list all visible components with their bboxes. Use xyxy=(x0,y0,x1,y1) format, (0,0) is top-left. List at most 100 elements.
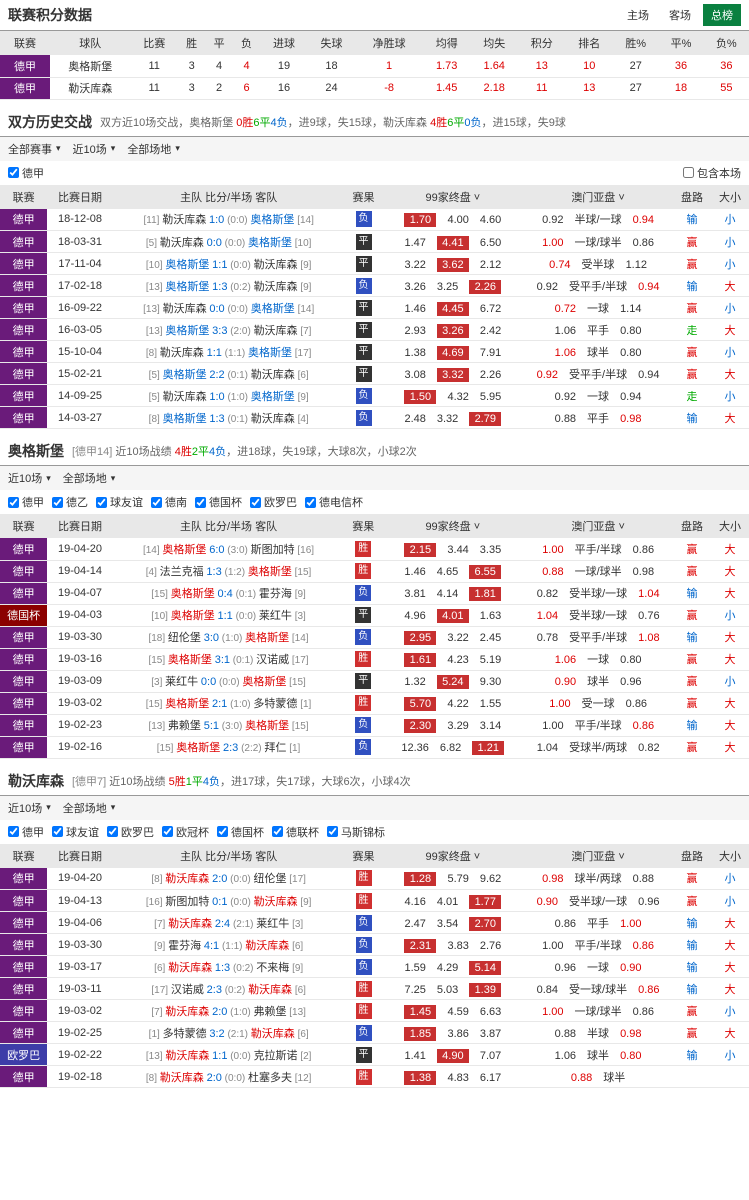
chk-competition[interactable]: 德国杯 xyxy=(217,824,264,840)
handicap-result: 赢 xyxy=(673,1022,711,1044)
filter-count[interactable]: 近10场 xyxy=(73,141,116,157)
filter-venue-b[interactable]: 全部场地 xyxy=(63,800,116,816)
chk-competition[interactable]: 欧罗巴 xyxy=(250,494,297,510)
match-teams[interactable]: [9] 霍芬海 4:1 (1:1) 勒沃库森 [6] xyxy=(113,934,345,956)
ou-result: 小 xyxy=(711,604,749,626)
col-header[interactable]: 澳门亚盘 ˅ xyxy=(523,185,673,209)
chk-competition[interactable]: 德甲 xyxy=(8,494,44,510)
chk-competition[interactable]: 德联杯 xyxy=(272,824,319,840)
match-teams[interactable]: [11] 勒沃库森 1:0 (0:0) 奥格斯堡 [14] xyxy=(113,209,345,231)
filter-venue[interactable]: 全部场地 xyxy=(127,141,180,157)
standings-section: 联赛积分数据 主场 客场 总榜 联赛球队比赛胜平负进球失球净胜球均得均失积分排名… xyxy=(0,0,749,100)
match-teams[interactable]: [13] 奥格斯堡 3:3 (2:0) 勒沃库森 [7] xyxy=(113,319,345,341)
result-badge: 胜 xyxy=(345,868,383,890)
chk-competition[interactable]: 德乙 xyxy=(52,494,88,510)
odds-99: 2.30 3.29 3.14 xyxy=(382,714,523,736)
handicap-result: 赢 xyxy=(673,890,711,912)
result-badge: 胜 xyxy=(345,890,383,912)
filter-venue-a[interactable]: 全部场地 xyxy=(63,470,116,486)
standings-table: 联赛球队比赛胜平负进球失球净胜球均得均失积分排名胜%平%负% 德甲 奥格斯堡 1… xyxy=(0,31,749,100)
match-teams[interactable]: [4] 法兰克福 1:3 (1:2) 奥格斯堡 [15] xyxy=(113,560,344,582)
match-teams[interactable]: [6] 勒沃库森 1:3 (0:2) 不来梅 [9] xyxy=(113,956,345,978)
odds-macau: 1.00 一球/球半 0.86 xyxy=(523,231,673,253)
match-teams[interactable]: [5] 勒沃库森 1:0 (1:0) 奥格斯堡 [9] xyxy=(113,385,345,407)
filter-count-a[interactable]: 近10场 xyxy=(8,470,51,486)
match-teams[interactable]: [8] 勒沃库森 2:0 (0:0) 杜塞多夫 [12] xyxy=(113,1066,345,1088)
match-teams[interactable]: [18] 纽伦堡 3:0 (1:0) 奥格斯堡 [14] xyxy=(113,626,344,648)
match-teams[interactable]: [17] 汉诺威 2:3 (0:2) 勒沃库森 [6] xyxy=(113,978,345,1000)
chk-competition[interactable]: 马斯锦标 xyxy=(327,824,385,840)
chk-league[interactable]: 德甲 xyxy=(8,165,44,181)
match-teams[interactable]: [3] 莱红牛 0:0 (0:0) 奥格斯堡 [15] xyxy=(113,670,344,692)
match-teams[interactable]: [1] 多特蒙德 3:2 (2:1) 勒沃库森 [6] xyxy=(113,1022,345,1044)
chk-competition[interactable]: 德甲 xyxy=(8,824,44,840)
col-header[interactable]: 澳门亚盘 ˅ xyxy=(523,844,673,868)
match-teams[interactable]: [5] 勒沃库森 0:0 (0:0) 奥格斯堡 [10] xyxy=(113,231,345,253)
odds-99: 2.31 3.83 2.76 xyxy=(383,934,524,956)
match-teams[interactable]: [8] 勒沃库森 2:0 (0:0) 纽伦堡 [17] xyxy=(113,868,345,890)
h2h-filters: 全部赛事 近10场 全部场地 xyxy=(0,137,749,161)
col-header[interactable]: 99家终盘 ˅ xyxy=(382,514,523,538)
match-teams[interactable]: [8] 勒沃库森 1:1 (1:1) 奥格斯堡 [17] xyxy=(113,341,345,363)
chk-competition[interactable]: 球友谊 xyxy=(52,824,99,840)
team-name[interactable]: 奥格斯堡 xyxy=(50,55,130,77)
match-teams[interactable]: [7] 勒沃库森 2:4 (2:1) 莱红牛 [3] xyxy=(113,912,345,934)
match-teams[interactable]: [13] 奥格斯堡 1:3 (0:2) 勒沃库森 [9] xyxy=(113,275,345,297)
tab-home[interactable]: 主场 xyxy=(619,4,657,26)
match-date: 17-02-18 xyxy=(47,275,113,297)
match-row: 德甲 19-03-11 [17] 汉诺威 2:3 (0:2) 勒沃库森 [6] … xyxy=(0,978,749,1000)
match-teams[interactable]: [10] 奥格斯堡 1:1 (0:0) 莱红牛 [3] xyxy=(113,604,344,626)
result-badge: 平 xyxy=(345,341,383,363)
chk-competition[interactable]: 德电信杯 xyxy=(305,494,363,510)
col-header[interactable]: 99家终盘 ˅ xyxy=(383,844,524,868)
league-cell: 德甲 xyxy=(0,736,47,758)
chk-include-current[interactable]: 包含本场 xyxy=(683,165,741,181)
chk-competition[interactable]: 欧罗巴 xyxy=(107,824,154,840)
match-teams[interactable]: [15] 奥格斯堡 2:1 (1:0) 多特蒙德 [1] xyxy=(113,692,344,714)
handicap-result: 赢 xyxy=(673,670,711,692)
chk-competition[interactable]: 欧冠杯 xyxy=(162,824,209,840)
match-row: 德甲 19-04-06 [7] 勒沃库森 2:4 (2:1) 莱红牛 [3] 负… xyxy=(0,912,749,934)
result-badge: 平 xyxy=(345,319,383,341)
odds-macau: 0.88 平手 0.98 xyxy=(523,407,673,429)
ou-result: 大 xyxy=(711,538,749,560)
match-teams[interactable]: [5] 奥格斯堡 2:2 (0:1) 勒沃库森 [6] xyxy=(113,363,345,385)
team-name[interactable]: 勒沃库森 xyxy=(50,77,130,99)
match-teams[interactable]: [13] 勒沃库森 0:0 (0:0) 奥格斯堡 [14] xyxy=(113,297,345,319)
filter-count-b[interactable]: 近10场 xyxy=(8,800,51,816)
ou-result: 小 xyxy=(711,1000,749,1022)
match-row: 德甲 16-03-05 [13] 奥格斯堡 3:3 (2:0) 勒沃库森 [7]… xyxy=(0,319,749,341)
match-teams[interactable]: [15] 奥格斯堡 0:4 (0:1) 霍芬海 [9] xyxy=(113,582,344,604)
match-teams[interactable]: [7] 勒沃库森 2:0 (1:0) 弗赖堡 [13] xyxy=(113,1000,345,1022)
chk-competition[interactable]: 球友谊 xyxy=(96,494,143,510)
match-row: 德甲 17-02-18 [13] 奥格斯堡 1:3 (0:2) 勒沃库森 [9]… xyxy=(0,275,749,297)
match-teams[interactable]: [16] 斯图加特 0:1 (0:0) 勒沃库森 [9] xyxy=(113,890,345,912)
handicap-result: 输 xyxy=(673,582,711,604)
chk-competition[interactable]: 德南 xyxy=(151,494,187,510)
tab-total[interactable]: 总榜 xyxy=(703,4,741,26)
match-teams[interactable]: [10] 奥格斯堡 1:1 (0:0) 勒沃库森 [9] xyxy=(113,253,345,275)
match-teams[interactable]: [8] 奥格斯堡 1:3 (0:1) 勒沃库森 [4] xyxy=(113,407,345,429)
match-teams[interactable]: [15] 奥格斯堡 3:1 (0:1) 汉诺威 [17] xyxy=(113,648,344,670)
odds-99: 1.28 5.79 9.62 xyxy=(383,868,524,890)
match-date: 19-04-13 xyxy=(47,890,113,912)
result-badge: 平 xyxy=(344,670,382,692)
odds-99: 2.48 3.32 2.79 xyxy=(383,407,524,429)
col-header[interactable]: 澳门亚盘 ˅ xyxy=(523,514,673,538)
col-header[interactable]: 99家终盘 ˅ xyxy=(383,185,524,209)
match-teams[interactable]: [13] 勒沃库森 1:1 (0:0) 克拉斯诺 [2] xyxy=(113,1044,345,1066)
chk-competition[interactable]: 德国杯 xyxy=(195,494,242,510)
league-cell: 德甲 xyxy=(0,319,47,341)
filter-competition[interactable]: 全部赛事 xyxy=(8,141,61,157)
tab-away[interactable]: 客场 xyxy=(661,4,699,26)
handicap-result: 赢 xyxy=(673,253,711,275)
odds-macau: 1.00 平手/半球 0.86 xyxy=(523,538,673,560)
match-row: 德甲 19-04-20 [14] 奥格斯堡 6:0 (3:0) 斯图加特 [16… xyxy=(0,538,749,560)
team-a-title: 奥格斯堡 xyxy=(8,441,64,461)
match-teams[interactable]: [15] 奥格斯堡 2:3 (2:2) 拜仁 [1] xyxy=(113,736,344,758)
match-teams[interactable]: [14] 奥格斯堡 6:0 (3:0) 斯图加特 [16] xyxy=(113,538,344,560)
odds-99: 1.45 4.59 6.63 xyxy=(383,1000,524,1022)
match-teams[interactable]: [13] 弗赖堡 5:1 (3:0) 奥格斯堡 [15] xyxy=(113,714,344,736)
match-date: 19-03-02 xyxy=(47,1000,113,1022)
league-cell: 德甲 xyxy=(0,560,47,582)
